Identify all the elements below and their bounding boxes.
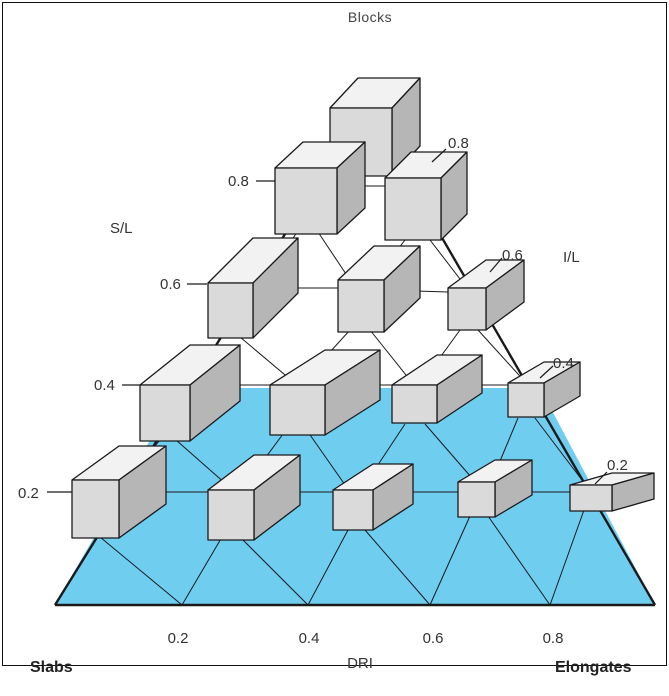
block-front-face — [384, 177, 442, 241]
block-front-face — [337, 279, 385, 333]
grid-line — [429, 515, 471, 606]
diagram-frame — [2, 2, 667, 666]
block-front-face — [207, 489, 255, 541]
bottom-tick-0.6: 0.6 — [423, 630, 444, 647]
bottom-tick-labels: 0.2 0.4 0.6 0.8 — [168, 630, 564, 647]
bottom-tick-0.4: 0.4 — [299, 630, 320, 647]
block-r2-right — [447, 259, 525, 331]
block-r1-right — [384, 151, 468, 241]
block-r4-3 — [332, 463, 414, 531]
grid-line — [99, 536, 183, 606]
grid-line — [307, 431, 351, 493]
left-tick-0.8: 0.8 — [228, 173, 249, 190]
grid-line — [549, 509, 585, 606]
block-front-face — [71, 479, 120, 539]
left-tick-marks — [47, 180, 275, 493]
grid-line — [364, 529, 431, 606]
axis-label-sl: S/L — [110, 220, 133, 237]
right-tick-marks — [431, 148, 608, 485]
block-front-face — [274, 167, 338, 235]
grid-line — [181, 536, 223, 606]
grid-line — [487, 515, 551, 606]
block-r4-1 — [71, 445, 167, 539]
block-r4-5 — [569, 472, 655, 512]
block-r3-4 — [507, 361, 581, 418]
left-tick-labels: 0.8 0.6 0.4 0.2 — [18, 173, 249, 502]
left-tick-0.4: 0.4 — [94, 377, 115, 394]
block-front-face — [391, 384, 438, 424]
block-r3-1 — [139, 344, 241, 442]
corner-label-elongates: Elongates — [555, 659, 632, 676]
block-front-face — [207, 282, 254, 339]
block-front-face — [457, 481, 496, 518]
right-tick-0.8: 0.8 — [448, 135, 469, 152]
block-front-face — [507, 382, 545, 418]
block-front-face — [447, 287, 487, 331]
block-r2-mid — [337, 245, 421, 333]
axis-label-il: I/L — [563, 249, 580, 266]
axis-label-dri: DRI — [347, 655, 373, 672]
right-tick-0.2: 0.2 — [607, 457, 628, 474]
block-r2-left — [207, 237, 299, 339]
right-tick-labels: 0.8 0.6 0.4 0.2 — [448, 135, 628, 474]
block-r1-left — [274, 141, 366, 235]
block-r3-2 — [269, 349, 381, 436]
bottom-tick-0.8: 0.8 — [543, 630, 564, 647]
block-r4-4 — [457, 459, 533, 518]
block-front-face — [569, 484, 613, 512]
block-front-face — [139, 384, 191, 442]
grid-line — [534, 417, 589, 489]
bottom-tick-0.2: 0.2 — [168, 630, 189, 647]
grid-line — [307, 529, 349, 606]
block-r3-3 — [391, 354, 483, 424]
right-tick-0.6: 0.6 — [502, 247, 523, 264]
corner-label-slabs: Slabs — [30, 659, 73, 676]
block-r4-2 — [207, 454, 301, 541]
block-front-face — [269, 384, 326, 436]
grid-line — [239, 536, 309, 606]
right-tick-0.4: 0.4 — [553, 355, 574, 372]
left-tick-0.6: 0.6 — [160, 276, 181, 293]
block-front-face — [332, 489, 374, 531]
diagram-title: Blocks — [348, 9, 392, 25]
left-tick-0.2: 0.2 — [18, 485, 39, 502]
shape-blocks — [71, 77, 655, 541]
